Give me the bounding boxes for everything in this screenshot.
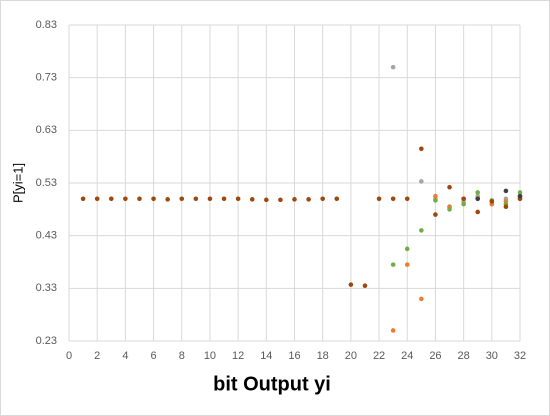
point [461,196,466,202]
x-tick-label: 32 [514,350,526,362]
point [419,296,424,302]
x-tick-label: 2 [94,350,100,362]
point [278,197,283,203]
x-axis-title: bit Output yi [213,373,331,395]
point [475,209,481,215]
x-tick-label: 10 [204,350,216,362]
point [94,196,100,202]
x-tick-label: 30 [486,350,498,362]
x-tick-label: 22 [373,350,385,362]
y-axis-title: P[yi=1] [10,163,25,203]
point [390,64,396,70]
x-tick-label: 14 [260,350,272,362]
point [108,196,114,202]
point [503,188,509,194]
point [489,199,495,204]
x-tick-label: 18 [317,350,329,362]
point [475,196,481,202]
point [419,228,424,233]
point [264,197,269,203]
point [306,197,311,202]
point [137,196,142,202]
x-tick-label: 12 [232,350,244,362]
y-tick-label: 0.23 [36,335,57,347]
point [123,196,128,202]
x-tick-label: 4 [122,350,128,362]
y-tick-label: 0.43 [36,230,57,242]
point [249,197,255,202]
x-tick-label: 20 [345,350,357,362]
y-tick-label: 0.33 [36,282,57,294]
point [503,204,509,209]
point [433,212,438,217]
point [376,196,382,202]
x-tick-label: 24 [401,350,413,362]
point [193,196,199,202]
point [404,196,410,202]
point [221,196,227,202]
point [390,328,396,333]
x-tick-label: 28 [458,350,470,362]
point [475,190,481,195]
point [292,197,297,202]
point [179,196,185,202]
point [390,196,396,202]
x-tick-label: 6 [151,350,157,362]
y-tick-label: 0.63 [36,124,57,136]
point [404,246,410,252]
y-tick-label: 0.53 [36,177,57,189]
point [390,262,396,267]
point [517,190,523,195]
point [447,184,452,190]
point [362,283,368,289]
point [461,201,466,207]
point [404,262,410,267]
point [207,196,213,202]
x-tick-label: 16 [288,350,300,362]
point [433,193,438,199]
y-tick-label: 0.73 [36,72,57,84]
point [419,179,424,184]
point [433,198,438,203]
y-tick-label: 0.83 [36,19,57,31]
x-tick-label: 8 [179,350,185,362]
point [80,196,86,202]
x-tick-label: 0 [66,350,72,362]
point [517,193,523,199]
point [165,197,170,202]
point [235,196,241,202]
point [334,196,340,202]
point [151,196,156,202]
point [447,207,452,212]
point [320,196,325,202]
x-tick-label: 26 [429,350,441,362]
point [419,146,424,152]
point [348,282,354,287]
